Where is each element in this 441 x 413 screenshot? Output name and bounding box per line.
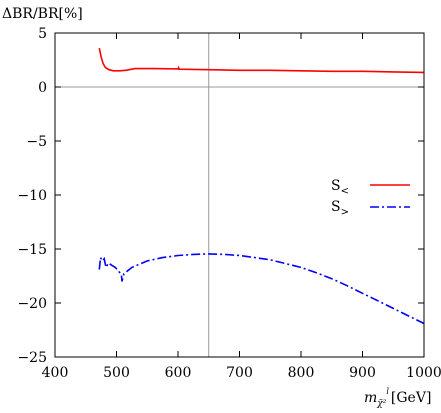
series-line-s-greater	[98, 253, 425, 325]
x-tick-label: 800	[288, 365, 315, 381]
x-axis-title-superscript: l	[386, 387, 389, 396]
y-tick-label: 0	[38, 80, 47, 96]
y-axis-title: ΔBR/BR[%]	[2, 6, 83, 22]
series-line-s-less	[98, 47, 425, 74]
y-tick-label: −20	[17, 296, 47, 312]
x-axis-title: mχ̃²l [GeV]	[364, 387, 431, 409]
x-tick-label: 400	[42, 365, 69, 381]
x-axis-title-symbol: m	[364, 390, 377, 406]
x-axis-title-subscript: χ̃²	[376, 398, 386, 409]
x-tick-label: 1000	[406, 365, 441, 381]
legend-label-s-greater: S>	[331, 199, 349, 218]
x-tick-label: 500	[103, 365, 130, 381]
y-tick-label: −5	[26, 134, 47, 150]
legend: S< S>	[331, 178, 410, 218]
y-tick-label: 5	[38, 26, 47, 42]
x-tick-label: 600	[165, 365, 192, 381]
x-tick-label: 900	[349, 365, 376, 381]
y-tick-label: −25	[17, 350, 47, 366]
legend-label-s-less: S<	[331, 178, 349, 197]
x-tick-label: 700	[226, 365, 253, 381]
plot-area-frame	[54, 32, 425, 358]
y-tick-label: −10	[17, 188, 47, 204]
y-tick-label: −15	[17, 242, 47, 258]
x-axis-title-unit: [GeV]	[391, 390, 432, 406]
